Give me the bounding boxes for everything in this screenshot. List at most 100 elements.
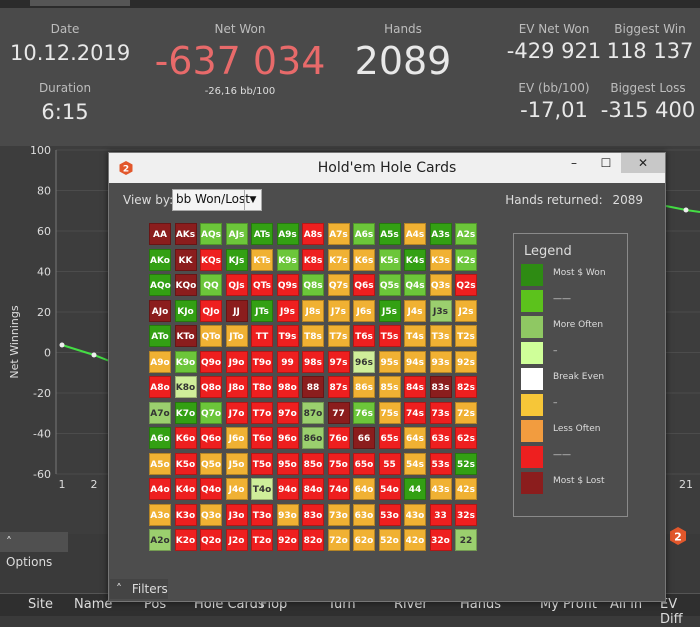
hand-cell-83o[interactable]: 83o	[302, 503, 324, 526]
hand-cell-a7s[interactable]: A7s	[327, 223, 350, 245]
hand-cell-52o[interactable]: 52o	[378, 529, 401, 551]
hand-cell-64o[interactable]: 64o	[353, 478, 375, 500]
hand-cell-q2o[interactable]: Q2o	[200, 529, 222, 551]
hand-cell-93s[interactable]: 93s	[429, 350, 452, 373]
hand-cell-84o[interactable]: 84o	[302, 478, 324, 500]
hand-cell-j6o[interactable]: J6o	[225, 427, 248, 449]
hand-cell-t8o[interactable]: T8o	[251, 376, 273, 398]
tab-stub[interactable]	[30, 0, 130, 6]
hand-cell-96o[interactable]: 96o	[276, 427, 299, 449]
hand-cell-54s[interactable]: 54s	[404, 452, 426, 475]
hand-cell-t9o[interactable]: T9o	[251, 350, 273, 373]
hand-cell-q5o[interactable]: Q5o	[200, 452, 222, 475]
hand-cell-43o[interactable]: 43o	[404, 503, 426, 526]
hand-cell-j5o[interactable]: J5o	[225, 452, 248, 475]
hand-cell-kjo[interactable]: KJo	[174, 299, 197, 322]
close-button[interactable]: ✕	[621, 153, 665, 173]
hand-cell-j3o[interactable]: J3o	[225, 503, 248, 526]
hand-cell-63s[interactable]: 63s	[429, 427, 452, 449]
hand-cell-a4o[interactable]: A4o	[149, 478, 171, 500]
hand-cell-95s[interactable]: 95s	[378, 350, 401, 373]
hand-cell-74s[interactable]: 74s	[404, 401, 426, 424]
hand-cell-75s[interactable]: 75s	[378, 401, 401, 424]
hand-cell-87s[interactable]: 87s	[327, 376, 350, 398]
hand-cell-j3s[interactable]: J3s	[429, 299, 452, 322]
hand-cell-qq[interactable]: QQ	[200, 274, 222, 296]
hand-cell-k8s[interactable]: K8s	[302, 248, 324, 271]
hand-cell-94s[interactable]: 94s	[404, 350, 426, 373]
hand-cell-q8o[interactable]: Q8o	[200, 376, 222, 398]
hand-cell-75o[interactable]: 75o	[327, 452, 350, 475]
hand-cell-k6o[interactable]: K6o	[174, 427, 197, 449]
hand-cell-j2s[interactable]: J2s	[455, 299, 477, 322]
hand-cell-t4s[interactable]: T4s	[404, 325, 426, 347]
hand-cell-74o[interactable]: 74o	[327, 478, 350, 500]
hand-cell-32o[interactable]: 32o	[429, 529, 452, 551]
hand-cell-q6o[interactable]: Q6o	[200, 427, 222, 449]
hand-cell-87o[interactable]: 87o	[302, 401, 324, 424]
hand-cell-82s[interactable]: 82s	[455, 376, 477, 398]
hand-cell-a6o[interactable]: A6o	[149, 427, 171, 449]
hand-cell-66[interactable]: 66	[353, 427, 375, 449]
hand-cell-q7s[interactable]: Q7s	[327, 274, 350, 296]
hand-cell-q3s[interactable]: Q3s	[429, 274, 452, 296]
hand-cell-j8s[interactable]: J8s	[302, 299, 324, 322]
hand-cell-q4o[interactable]: Q4o	[200, 478, 222, 500]
hand-cell-44[interactable]: 44	[404, 478, 426, 500]
hand-cell-a4s[interactable]: A4s	[404, 223, 426, 245]
hand-cell-43s[interactable]: 43s	[429, 478, 452, 500]
hand-cell-ats[interactable]: ATs	[251, 223, 273, 245]
hand-cell-62o[interactable]: 62o	[353, 529, 375, 551]
view-by-select[interactable]: bb Won/Lost ▼	[172, 189, 262, 211]
hand-cell-22[interactable]: 22	[455, 529, 477, 551]
hand-cell-j7s[interactable]: J7s	[327, 299, 350, 322]
hand-cell-97s[interactable]: 97s	[327, 350, 350, 373]
hand-cell-t5o[interactable]: T5o	[251, 452, 273, 475]
hand-cell-t4o[interactable]: T4o	[251, 478, 273, 500]
hand-cell-kk[interactable]: KK	[174, 248, 197, 271]
hand-cell-qjo[interactable]: QJo	[200, 299, 222, 322]
hand-cell-92s[interactable]: 92s	[455, 350, 477, 373]
hand-cell-55[interactable]: 55	[378, 452, 401, 475]
hand-cell-76s[interactable]: 76s	[353, 401, 375, 424]
hand-cell-k5s[interactable]: K5s	[378, 248, 401, 271]
hand-cell-k3s[interactable]: K3s	[429, 248, 452, 271]
hand-cell-a8o[interactable]: A8o	[149, 376, 171, 398]
hand-cell-k2s[interactable]: K2s	[455, 248, 477, 271]
hand-cell-a5s[interactable]: A5s	[378, 223, 401, 245]
hand-cell-t9s[interactable]: T9s	[276, 325, 299, 347]
hand-cell-kqs[interactable]: KQs	[200, 248, 222, 271]
minimize-button[interactable]: –	[571, 156, 577, 170]
hand-cell-98o[interactable]: 98o	[276, 376, 299, 398]
hand-cell-a9s[interactable]: A9s	[276, 223, 299, 245]
hand-cell-t2s[interactable]: T2s	[455, 325, 477, 347]
hand-cell-a2o[interactable]: A2o	[149, 529, 171, 551]
hand-cell-j9o[interactable]: J9o	[225, 350, 248, 373]
hand-cell-a3s[interactable]: A3s	[429, 223, 452, 245]
hand-cell-qts[interactable]: QTs	[251, 274, 273, 296]
hand-cell-q6s[interactable]: Q6s	[353, 274, 375, 296]
hand-cell-97o[interactable]: 97o	[276, 401, 299, 424]
hand-cell-j5s[interactable]: J5s	[378, 299, 401, 322]
filters-button[interactable]: ˄ Filters	[110, 579, 168, 599]
hand-cell-77[interactable]: 77	[327, 401, 350, 424]
hand-cell-kjs[interactable]: KJs	[225, 248, 248, 271]
hand-cell-j9s[interactable]: J9s	[276, 299, 299, 322]
options-button[interactable]: ˄ Options	[0, 532, 68, 569]
hand-cell-a5o[interactable]: A5o	[149, 452, 171, 475]
hand-cell-92o[interactable]: 92o	[276, 529, 299, 551]
hand-cell-q8s[interactable]: Q8s	[302, 274, 324, 296]
hand-cell-q3o[interactable]: Q3o	[200, 503, 222, 526]
hand-cell-85o[interactable]: 85o	[302, 452, 324, 475]
hand-cell-q4s[interactable]: Q4s	[404, 274, 426, 296]
hand-cell-aqo[interactable]: AQo	[149, 274, 171, 296]
hand-cell-95o[interactable]: 95o	[276, 452, 299, 475]
grid-column-header[interactable]: Site	[28, 597, 53, 612]
hand-cell-k9s[interactable]: K9s	[276, 248, 299, 271]
hand-cell-q5s[interactable]: Q5s	[378, 274, 401, 296]
hand-cell-54o[interactable]: 54o	[378, 478, 401, 500]
hand-cell-t3o[interactable]: T3o	[251, 503, 273, 526]
hand-cell-k7o[interactable]: K7o	[174, 401, 197, 424]
hand-cell-t7s[interactable]: T7s	[327, 325, 350, 347]
hand-cell-j2o[interactable]: J2o	[225, 529, 248, 551]
